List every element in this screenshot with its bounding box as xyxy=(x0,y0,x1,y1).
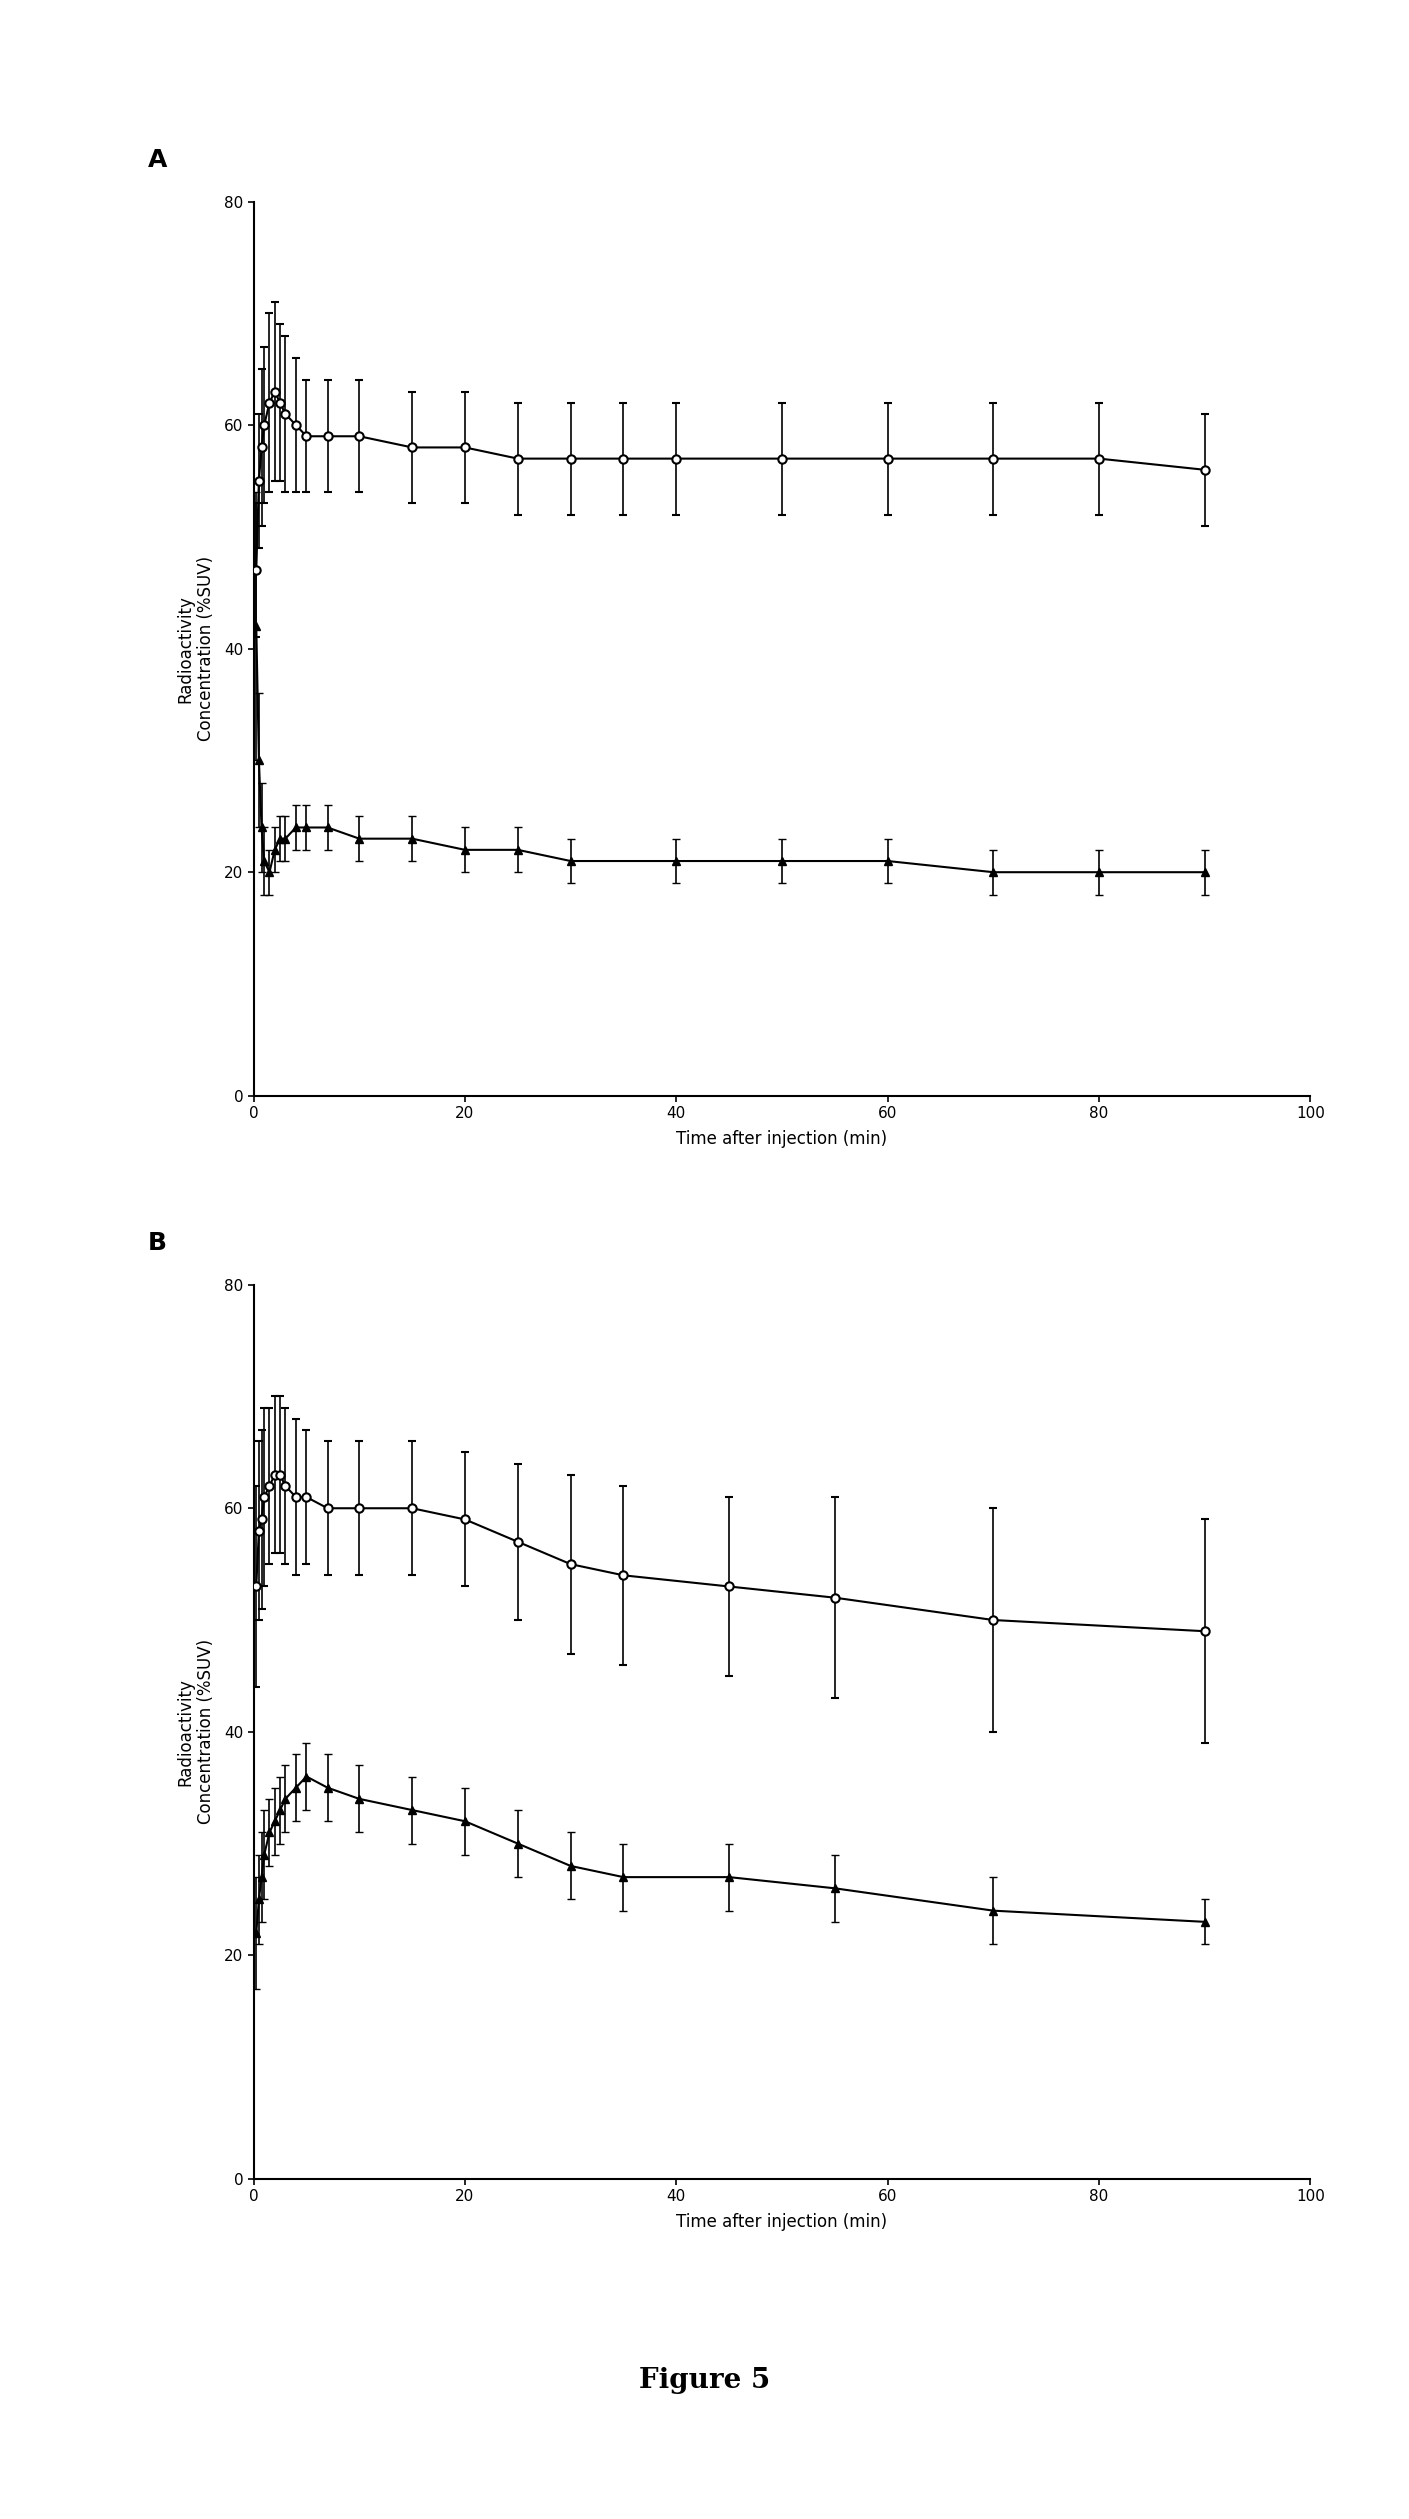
X-axis label: Time after injection (min): Time after injection (min) xyxy=(676,1129,888,1149)
X-axis label: Time after injection (min): Time after injection (min) xyxy=(676,2212,888,2232)
Text: Figure 5: Figure 5 xyxy=(638,2368,771,2393)
Text: A: A xyxy=(148,149,168,171)
Y-axis label: Radioactivity
Concentration (%SUV): Radioactivity Concentration (%SUV) xyxy=(176,557,216,741)
Text: B: B xyxy=(148,1232,166,1254)
Y-axis label: Radioactivity
Concentration (%SUV): Radioactivity Concentration (%SUV) xyxy=(176,1640,216,1824)
